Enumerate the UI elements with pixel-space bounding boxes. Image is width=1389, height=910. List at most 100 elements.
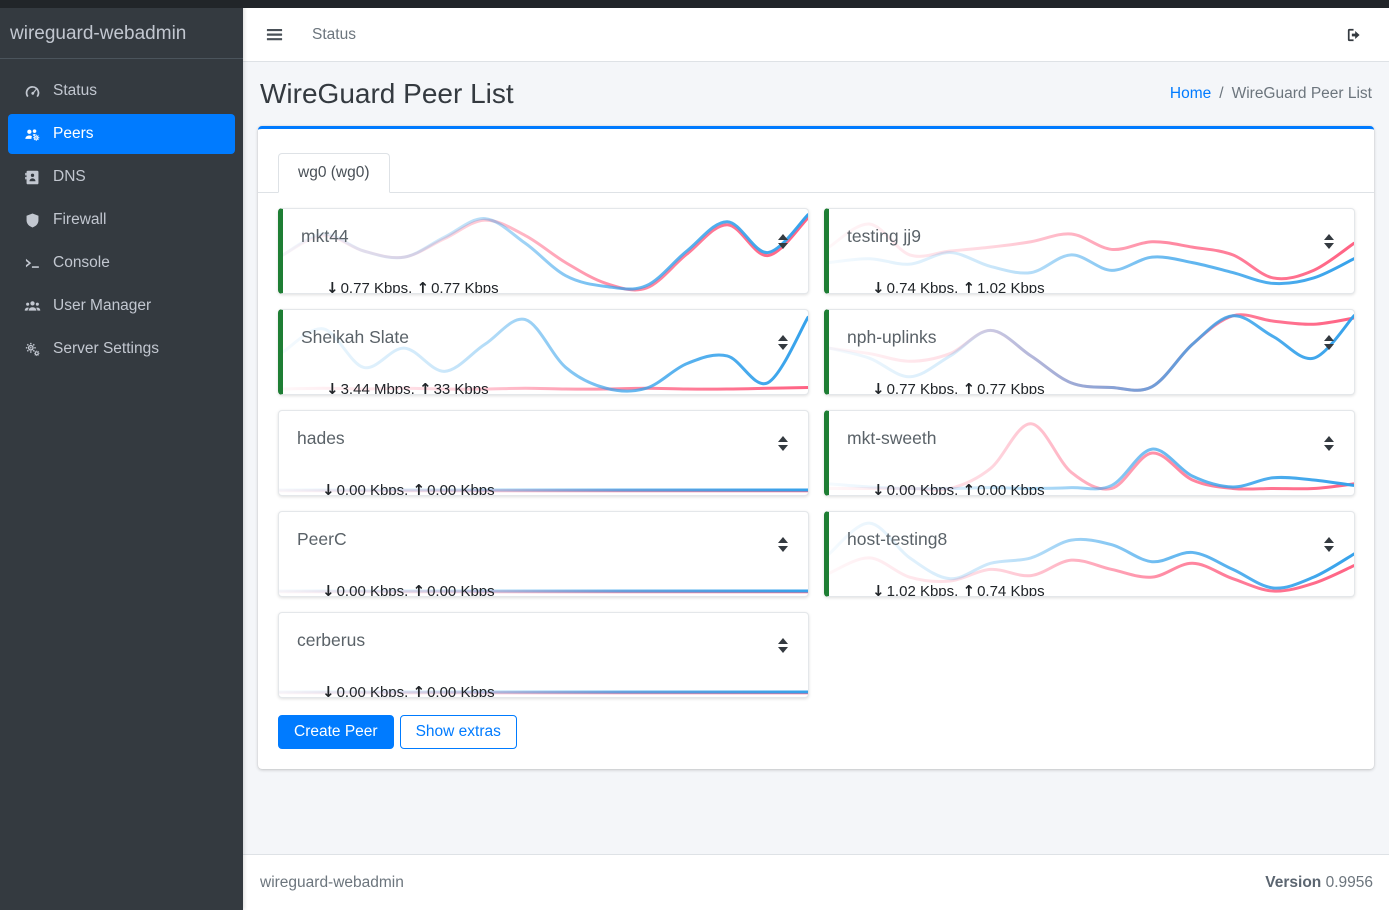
menu-toggle-icon[interactable] [265, 25, 284, 44]
page-header: WireGuard Peer List Home / WireGuard Pee… [260, 78, 1372, 110]
shield-icon [17, 212, 47, 229]
breadcrumb-home-link[interactable]: Home [1169, 85, 1212, 102]
sort-handle-icon[interactable] [778, 638, 788, 653]
peer-sparkline [829, 512, 1354, 596]
gauge-icon [17, 83, 47, 100]
top-navbar: Status [243, 8, 1389, 62]
peer-list-card: wg0 (wg0) mkt44 ↓ 0.77 Kbps, ↑ 0.77 Kbps S… [258, 126, 1374, 769]
address-book-icon [17, 169, 47, 186]
peer-card-mkt-sweeth[interactable]: mkt-sweeth ↓ 0.00 Kbps, ↑ 0.00 Kbps [824, 410, 1355, 496]
peer-name: cerberus [297, 630, 366, 650]
peer-card-nph-uplinks[interactable]: nph-uplinks ↓ 0.77 Kbps, ↑ 0.77 Kbps [824, 309, 1355, 395]
peer-stats: ↓ 3.44 Mbps, ↑ 33 Kbps [301, 363, 489, 395]
peer-upload-value: 0.00 Kbps [427, 583, 495, 597]
sort-handle-icon[interactable] [778, 436, 788, 451]
navbar-status-link[interactable]: Status [312, 25, 356, 43]
sidebar-item-console[interactable]: Console [8, 243, 235, 283]
stats-separator: , [954, 482, 963, 496]
peer-sparkline [279, 411, 808, 495]
upload-arrow-icon: ↑ [962, 582, 976, 597]
upload-arrow-icon: ↑ [412, 683, 426, 698]
peer-card-testing-jj9[interactable]: testing jj9 ↓ 0.74 Kbps, ↑ 1.02 Kbps [824, 208, 1355, 294]
peer-upload-value: 0.77 Kbps [977, 381, 1045, 395]
stats-separator: , [404, 482, 413, 496]
upload-arrow-icon: ↑ [416, 279, 430, 294]
footer-version: Version 0.9956 [1265, 874, 1373, 892]
sidebar-item-status[interactable]: Status [8, 71, 235, 111]
gears-icon [17, 341, 47, 358]
top-strip [0, 0, 1389, 8]
content-area: WireGuard Peer List Home / WireGuard Pee… [243, 62, 1389, 854]
peer-stats: ↓ 0.00 Kbps, ↑ 0.00 Kbps [297, 464, 495, 496]
brand-link[interactable]: wireguard-webadmin [0, 8, 243, 59]
peer-card-peerc[interactable]: PeerC ↓ 0.00 Kbps, ↑ 0.00 Kbps [278, 511, 809, 597]
peer-sparkline [283, 209, 808, 293]
peer-download-value: 1.02 Kbps [886, 583, 955, 597]
peer-download-value: 0.74 Kbps [886, 280, 955, 294]
sort-handle-icon[interactable] [778, 537, 788, 552]
peer-actions: Create Peer Show extras [278, 715, 1355, 749]
footer-brand: wireguard-webadmin [260, 873, 404, 891]
upload-arrow-icon: ↑ [962, 279, 976, 294]
peer-sparkline [279, 512, 808, 596]
download-arrow-icon: ↓ [322, 481, 335, 496]
peer-card-hades[interactable]: hades ↓ 0.00 Kbps, ↑ 0.00 Kbps [278, 410, 809, 496]
peer-list-body: mkt44 ↓ 0.77 Kbps, ↑ 0.77 Kbps Sheikah Sla… [258, 193, 1374, 769]
upload-arrow-icon: ↑ [418, 380, 432, 395]
upload-arrow-icon: ↑ [412, 582, 426, 597]
upload-arrow-icon: ↑ [412, 481, 426, 496]
sort-handle-icon[interactable] [778, 234, 788, 249]
sidebar-item-user-manager[interactable]: User Manager [8, 286, 235, 326]
peer-grid: mkt44 ↓ 0.77 Kbps, ↑ 0.77 Kbps Sheikah Sla… [278, 208, 1355, 698]
peer-name: mkt44 [301, 226, 349, 246]
sign-out-icon[interactable] [1345, 26, 1363, 44]
peer-stats: ↓ 0.77 Kbps, ↑ 0.77 Kbps [301, 262, 499, 294]
peer-name: PeerC [297, 529, 347, 549]
peer-card-cerberus[interactable]: cerberus ↓ 0.00 Kbps, ↑ 0.00 Kbps [278, 612, 809, 698]
sidebar-item-peers[interactable]: Peers [8, 114, 235, 154]
users-gear-icon [17, 126, 47, 143]
sidebar-item-dns[interactable]: DNS [8, 157, 235, 197]
download-arrow-icon: ↓ [872, 380, 885, 395]
peer-name: hades [297, 428, 345, 448]
breadcrumb-separator: / [1219, 85, 1224, 102]
download-arrow-icon: ↓ [326, 380, 339, 395]
peer-sparkline [829, 310, 1354, 394]
stats-separator: , [954, 280, 963, 294]
stats-separator: , [954, 381, 963, 395]
show-extras-button[interactable]: Show extras [399, 715, 517, 749]
create-peer-button[interactable]: Create Peer [278, 715, 394, 749]
peer-download-value: 0.00 Kbps [336, 583, 405, 597]
breadcrumb-current: WireGuard Peer List [1231, 85, 1372, 102]
sidebar: wireguard-webadmin Status Peers DNS Fire… [0, 0, 243, 910]
sort-handle-icon[interactable] [1324, 537, 1334, 552]
peer-download-value: 0.77 Kbps [886, 381, 955, 395]
download-arrow-icon: ↓ [872, 279, 885, 294]
sort-handle-icon[interactable] [778, 335, 788, 350]
peer-name: Sheikah Slate [301, 327, 409, 347]
terminal-icon [17, 255, 47, 272]
peer-column-left: mkt44 ↓ 0.77 Kbps, ↑ 0.77 Kbps Sheikah Sla… [278, 208, 809, 698]
peer-card-sheikah-slate[interactable]: Sheikah Slate ↓ 3.44 Mbps, ↑ 33 Kbps [278, 309, 809, 395]
version-label: Version [1265, 873, 1322, 891]
page-title: WireGuard Peer List [260, 78, 514, 109]
sort-handle-icon[interactable] [1324, 234, 1334, 249]
peer-upload-value: 0.00 Kbps [977, 482, 1045, 496]
sidebar-item-firewall[interactable]: Firewall [8, 200, 235, 240]
breadcrumb: Home / WireGuard Peer List [1170, 85, 1372, 103]
peer-stats: ↓ 0.00 Kbps, ↑ 0.00 Kbps [297, 666, 495, 698]
sidebar-item-server-settings[interactable]: Server Settings [8, 329, 235, 369]
tab-wg0[interactable]: wg0 (wg0) [278, 153, 390, 193]
peer-card-host-testing8[interactable]: host-testing8 ↓ 1.02 Kbps, ↑ 0.74 Kbps [824, 511, 1355, 597]
peer-column-right: testing jj9 ↓ 0.74 Kbps, ↑ 1.02 Kbps nph-u… [824, 208, 1355, 597]
download-arrow-icon: ↓ [872, 582, 885, 597]
peer-name: testing jj9 [847, 226, 921, 246]
sort-handle-icon[interactable] [1324, 335, 1334, 350]
footer: wireguard-webadmin Version 0.9956 [243, 854, 1389, 910]
users-icon [17, 298, 47, 315]
peer-download-value: 0.77 Kbps [340, 280, 409, 294]
main-column: Status WireGuard Peer List Home / WireGu… [243, 0, 1389, 910]
peer-upload-value: 0.00 Kbps [427, 482, 495, 496]
peer-card-mkt44[interactable]: mkt44 ↓ 0.77 Kbps, ↑ 0.77 Kbps [278, 208, 809, 294]
sort-handle-icon[interactable] [1324, 436, 1334, 451]
